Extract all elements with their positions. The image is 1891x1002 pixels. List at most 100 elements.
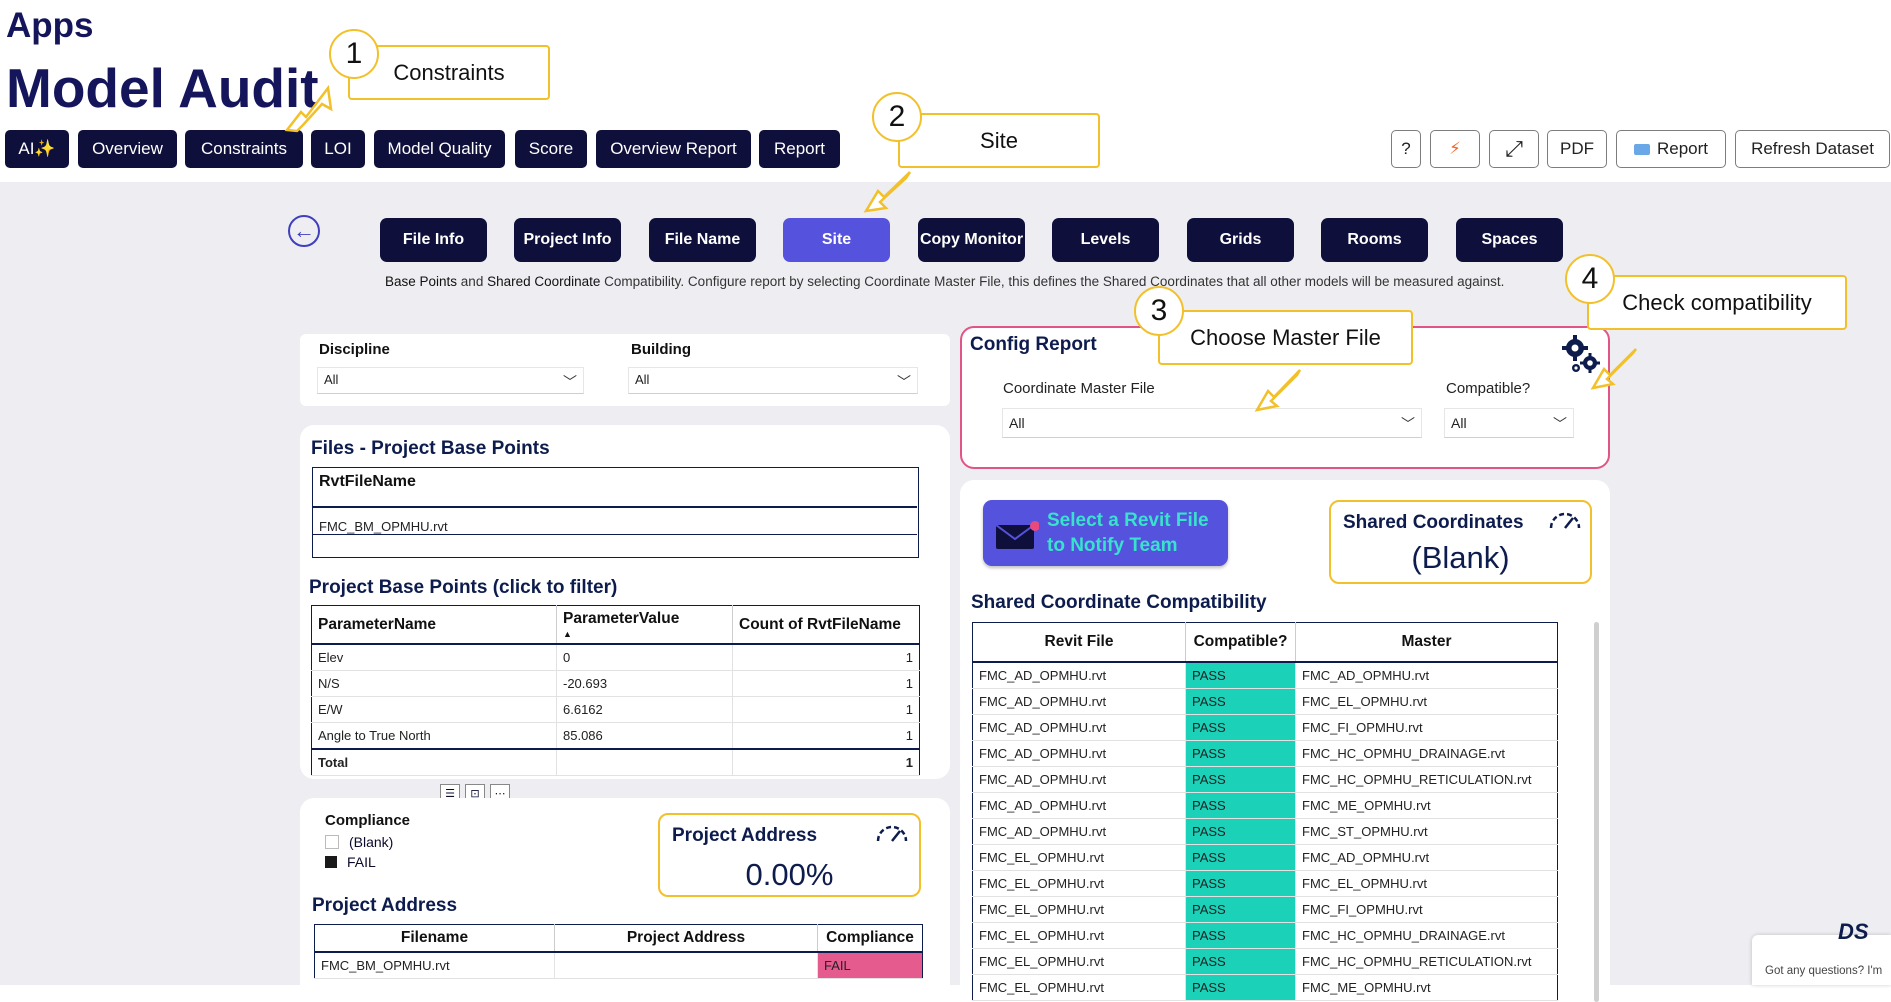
nav-overview-button[interactable]: Overview [78, 130, 177, 168]
pbp-cell: -20.693 [556, 670, 733, 697]
page-description: Base Points and Shared Coordinate Compat… [385, 274, 1505, 289]
gauge-icon [1548, 510, 1582, 529]
nav-report-button[interactable]: Report [759, 130, 840, 168]
files-table-row[interactable]: FMC_BM_OPMHU.rvt [319, 519, 448, 534]
compat-col-header[interactable]: Compatible? [1185, 622, 1296, 663]
nav-loi-button[interactable]: LOI [311, 130, 365, 168]
compatible-cell: PASS [1185, 870, 1296, 897]
master-file-label: Coordinate Master File [1003, 380, 1155, 397]
table-row[interactable]: FMC_EL_OPMHU.rvt PASS FMC_FI_OPMHU.rvt [972, 896, 1558, 923]
table-row[interactable]: FMC_AD_OPMHU.rvt PASS FMC_FI_OPMHU.rvt [972, 714, 1558, 741]
compatible-cell: PASS [1185, 818, 1296, 845]
master-file-dropdown[interactable]: All ﹀ [1002, 408, 1422, 438]
table-row[interactable]: FMC_AD_OPMHU.rvt PASS FMC_AD_OPMHU.rvt [972, 662, 1558, 689]
tab-rooms[interactable]: Rooms [1321, 218, 1428, 262]
nav-constraints-button[interactable]: Constraints [185, 130, 303, 168]
tab-project-info[interactable]: Project Info [514, 218, 621, 262]
shared-coordinates-card: Select a Revit File to Notify Team Share… [960, 480, 1610, 1002]
pa-col-header[interactable]: Project Address [554, 924, 818, 953]
pbp-total-value: 1 [732, 748, 920, 776]
table-row[interactable]: FMC_AD_OPMHU.rvt PASS FMC_ST_OPMHU.rvt [972, 818, 1558, 845]
kpi-title: Project Address [672, 825, 818, 846]
table-row[interactable]: N/S -20.693 1 [311, 670, 920, 697]
notify-line2: to Notify Team [1047, 535, 1178, 556]
master-cell: FMC_HC_OPMHU_RETICULATION.rvt [1295, 766, 1558, 793]
scrollbar[interactable] [1594, 622, 1599, 1002]
chat-prompt: Got any questions? I'm [1765, 965, 1883, 977]
filters-card: Discipline All ﹀ Building All ﹀ [300, 334, 950, 406]
email-icon [995, 520, 1040, 549]
building-dropdown[interactable]: All ﹀ [628, 367, 918, 394]
legend-item[interactable]: FAIL [325, 854, 376, 870]
tab-copy-monitor[interactable]: Copy Monitor [918, 218, 1025, 262]
pa-col-header[interactable]: Filename [314, 924, 555, 953]
total-row: Total 1 [311, 748, 920, 776]
callout-4-box: Check compatibility [1587, 275, 1847, 330]
bolt-icon[interactable]: ⚡ [1430, 130, 1480, 168]
pa-col-header[interactable]: Compliance [817, 924, 923, 953]
callout-4-number: 4 [1565, 254, 1615, 304]
notify-line1: Select a Revit File [1047, 510, 1209, 531]
report-icon [1633, 143, 1650, 155]
legend-swatch [325, 835, 339, 849]
revit-file-cell: FMC_AD_OPMHU.rvt [972, 688, 1186, 715]
master-file-value: All [1009, 415, 1025, 431]
chevron-down-icon: ﹀ [1553, 416, 1567, 432]
table-row[interactable]: Elev 0 1 [311, 644, 920, 671]
pbp-col-header[interactable]: Count of RvtFileName [732, 605, 920, 645]
discipline-dropdown[interactable]: All ﹀ [317, 367, 584, 394]
report-button[interactable]: Report [1616, 130, 1726, 168]
apps-label: Apps [6, 6, 94, 45]
compatible-dropdown[interactable]: All ﹀ [1444, 408, 1574, 438]
master-cell: FMC_FI_OPMHU.rvt [1295, 896, 1558, 923]
table-row[interactable]: FMC_AD_OPMHU.rvt PASS FMC_HC_OPMHU_DRAINAG… [972, 740, 1558, 767]
table-row[interactable]: FMC_AD_OPMHU.rvt PASS FMC_EL_OPMHU.rvt [972, 688, 1558, 715]
project-address-table: Filename Project Address Compliance FMC_… [314, 924, 923, 979]
chat-widget[interactable]: DS Got any questions? I'm [1752, 919, 1891, 985]
table-row[interactable]: FMC_BM_OPMHU.rvt FAIL [314, 952, 923, 979]
gears-icon[interactable] [1559, 333, 1603, 377]
table-row[interactable]: FMC_EL_OPMHU.rvt PASS FMC_AD_OPMHU.rvt [972, 844, 1558, 871]
pbp-cell: 1 [732, 670, 920, 697]
nav-score-button[interactable]: Score [515, 130, 587, 168]
tab-levels[interactable]: Levels [1052, 218, 1159, 262]
pbp-col-header[interactable]: ParameterName [311, 605, 557, 645]
tab-file-name[interactable]: File Name [649, 218, 756, 262]
files-table: RvtFileName FMC_BM_OPMHU.rvt [312, 467, 919, 558]
compat-col-header[interactable]: Revit File [972, 622, 1186, 663]
files-base-points-title: Files - Project Base Points [311, 438, 550, 459]
notify-team-button[interactable]: Select a Revit File to Notify Team [983, 500, 1228, 566]
compliance-cell: FAIL [817, 952, 923, 979]
table-row[interactable]: FMC_AD_OPMHU.rvt PASS FMC_HC_OPMHU_RETICUL… [972, 766, 1558, 793]
pdf-button[interactable]: PDF [1547, 130, 1607, 168]
tab-file-info[interactable]: File Info [380, 218, 487, 262]
nav-model-quality-button[interactable]: Model Quality [374, 130, 505, 168]
compatible-cell: PASS [1185, 740, 1296, 767]
table-row[interactable]: FMC_EL_OPMHU.rvt PASS FMC_HC_OPMHU_RETICUL… [972, 948, 1558, 975]
nav-overview-report-button[interactable]: Overview Report [596, 130, 751, 168]
pbp-title: Project Base Points (click to filter) [309, 577, 618, 598]
legend-item[interactable]: (Blank) [325, 834, 393, 850]
compatible-cell: PASS [1185, 792, 1296, 819]
refresh-dataset-button[interactable]: Refresh Dataset [1735, 130, 1890, 168]
arrow-1-icon [284, 84, 333, 133]
table-row[interactable]: E/W 6.6162 1 [311, 696, 920, 723]
tab-grids[interactable]: Grids [1187, 218, 1294, 262]
table-row[interactable]: FMC_EL_OPMHU.rvt PASS FMC_HC_OPMHU_DRAINAG… [972, 922, 1558, 949]
table-row[interactable]: FMC_EL_OPMHU.rvt PASS FMC_EL_OPMHU.rvt [972, 870, 1558, 897]
callout-2-number: 2 [872, 92, 922, 142]
back-arrow-icon[interactable]: ← [288, 215, 320, 247]
compat-col-header[interactable]: Master [1295, 622, 1558, 663]
nav-ai-button[interactable]: AI✨ [5, 130, 69, 168]
help-button[interactable]: ? [1391, 130, 1421, 168]
master-cell: FMC_HC_OPMHU_RETICULATION.rvt [1295, 948, 1558, 975]
tab-spaces[interactable]: Spaces [1456, 218, 1563, 262]
pbp-col-header[interactable]: ParameterValue ▲ [556, 605, 733, 645]
legend-swatch [325, 856, 337, 868]
pbp-table: ParameterName ParameterValue ▲ Count of R… [311, 605, 920, 776]
discipline-value: All [324, 372, 339, 387]
tab-site[interactable]: Site [783, 218, 890, 262]
table-row[interactable]: FMC_AD_OPMHU.rvt PASS FMC_ME_OPMHU.rvt [972, 792, 1558, 819]
report-button-label: Report [1656, 139, 1709, 158]
expand-icon[interactable]: ⤢ [1489, 130, 1539, 168]
